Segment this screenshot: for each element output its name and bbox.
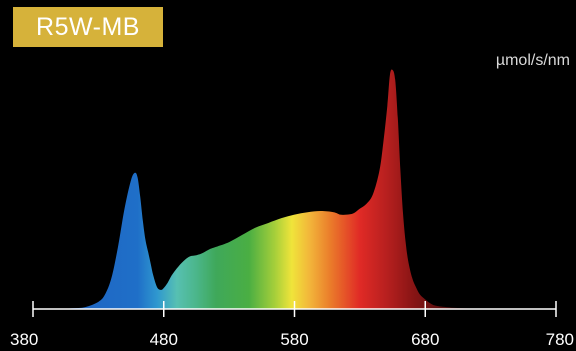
spectrum-area-series (59, 69, 543, 309)
x-tick-label: 480 (150, 330, 178, 349)
x-tick-label: 780 (546, 330, 574, 349)
chart-title-badge: R5W-MB (13, 7, 163, 47)
x-tick-label: 580 (280, 330, 308, 349)
x-tick-label: 680 (411, 330, 439, 349)
x-tick-label: 380 (10, 330, 38, 349)
y-axis-unit-label: µmol/s/nm (495, 52, 570, 69)
